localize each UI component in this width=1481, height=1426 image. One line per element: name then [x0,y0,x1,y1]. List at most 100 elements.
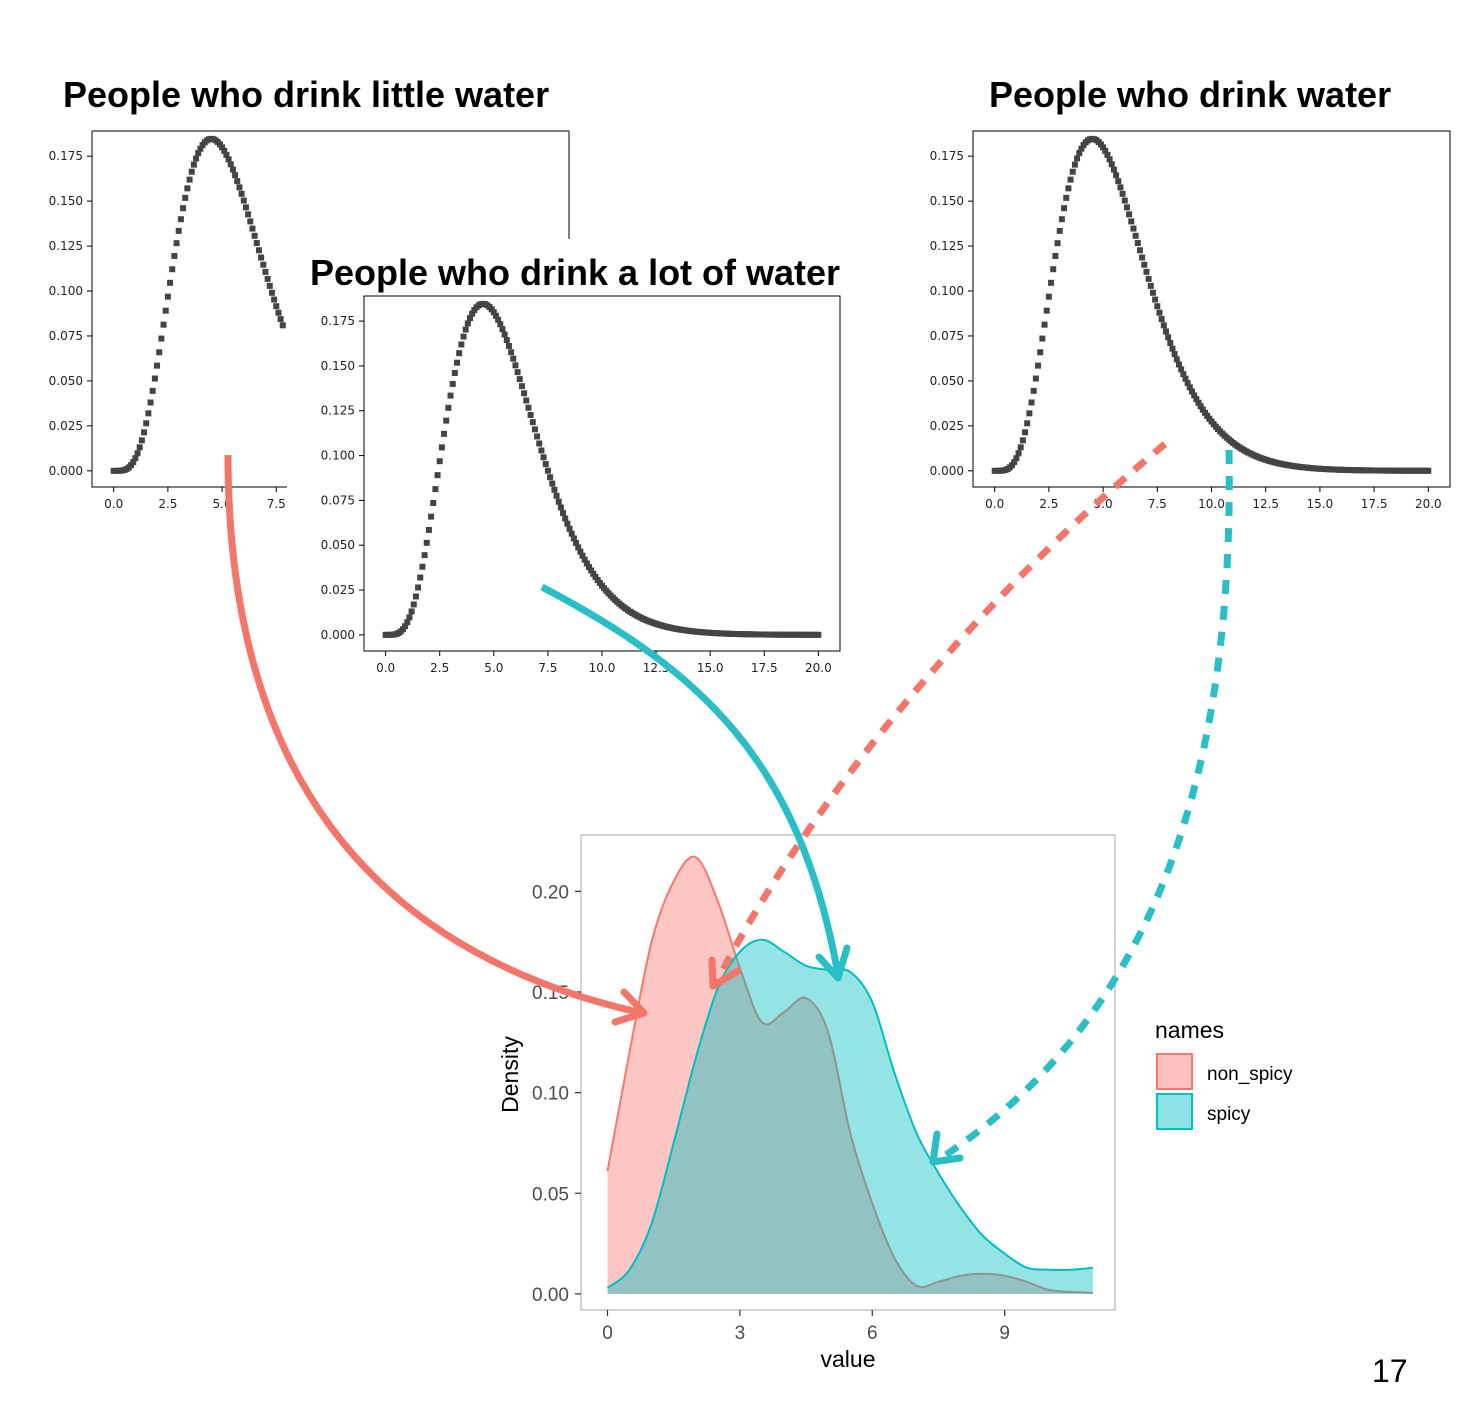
data-point [516,376,523,383]
data-point [542,461,549,468]
data-point [149,387,156,394]
data-point [560,510,567,517]
data-point [462,326,469,333]
data-point [1067,176,1074,183]
data-point [464,320,471,327]
data-point [1110,166,1117,173]
x-tick-label: 6 [867,1323,878,1344]
line-spicy [606,938,1094,1289]
data-point [1162,328,1169,335]
data-point [406,614,413,621]
data-point [512,362,519,369]
area-spicy [607,939,1093,1294]
y-tick-label: 0.000 [321,628,355,642]
data-point [277,316,284,323]
x-tick-label: 3 [735,1323,746,1344]
y-tick-label: 0.000 [49,464,83,478]
data-point [262,268,269,275]
data-point [408,608,415,615]
data-point [449,380,456,387]
data-point [1026,410,1033,417]
data-point [273,303,280,310]
data-point [547,474,554,481]
data-point [551,486,558,493]
y-tick-label: 0.050 [49,374,83,388]
data-point [190,161,197,168]
data-point [1178,366,1185,373]
data-point [1128,218,1135,225]
x-tick-label: 20.0 [1415,497,1442,511]
data-point [134,450,141,457]
x-tick-label: 0.0 [376,661,395,675]
data-point [1032,375,1039,382]
data-point [1152,296,1159,303]
data-point [225,156,232,163]
data-point [1108,161,1115,168]
data-point [1173,356,1180,363]
data-point [184,185,191,192]
data-point [169,266,176,273]
data-point [451,369,458,376]
data-point [223,151,230,158]
data-point [1184,380,1191,387]
data-point [432,486,439,493]
data-point [1071,161,1078,168]
data-point [553,492,560,499]
data-point [1169,345,1176,352]
data-point [171,252,178,259]
arrow-water-to-nonspicy-head [708,956,742,990]
data-point [1037,349,1044,356]
x-tick-label: 15.0 [697,661,724,675]
page-number: 17 [1372,1353,1408,1389]
data-point [575,544,582,551]
data-point [510,355,517,362]
data-point [495,316,502,323]
y-tick-label: 0.025 [49,419,83,433]
data-point [279,322,286,329]
data-point [1015,450,1022,457]
data-point [540,454,547,461]
data-point [1186,384,1193,391]
data-point [438,444,445,451]
chart-lot-of-water: 0.000 0.025 0.050 0.075 0.100 0.125 0.150 0.175… [321,295,841,675]
data-point [583,560,590,567]
data-point [1154,303,1161,310]
data-point [145,410,152,417]
y-tick-label: 0.100 [49,284,83,298]
y-tick-label: 0.00 [532,1285,569,1306]
data-point [425,526,432,533]
y-tick-label: 0.20 [532,882,569,903]
data-point [402,623,409,630]
data-point [447,392,454,399]
data-point [147,399,154,406]
data-point [141,429,148,436]
data-point [1017,444,1024,451]
data-point [1045,293,1052,300]
data-point [538,447,545,454]
y-tick-label: 0.10 [532,1084,569,1105]
x-tick-label: 0 [602,1323,613,1344]
y-tick-label: 0.125 [930,239,964,253]
data-point [1022,429,1029,436]
data-point [162,307,169,314]
data-point [573,540,580,547]
data-point [501,331,508,338]
data-point [1197,403,1204,410]
data-point [1100,144,1107,151]
data-point [1143,268,1150,275]
y-tick-label: 0.025 [321,583,355,597]
data-point [531,426,538,433]
x-tick-label: 7.5 [538,661,557,675]
data-point [180,205,187,212]
data-point [251,232,258,239]
y-tick-label: 0.075 [930,329,964,343]
legend-swatch-spicy [1156,1093,1193,1130]
data-point [564,520,571,527]
x-tick-label: 7.5 [1148,497,1167,511]
data-point [423,539,430,546]
x-tick-label: 0.0 [104,497,123,511]
data-point [1019,437,1026,444]
y-tick-label: 0.150 [321,359,355,373]
